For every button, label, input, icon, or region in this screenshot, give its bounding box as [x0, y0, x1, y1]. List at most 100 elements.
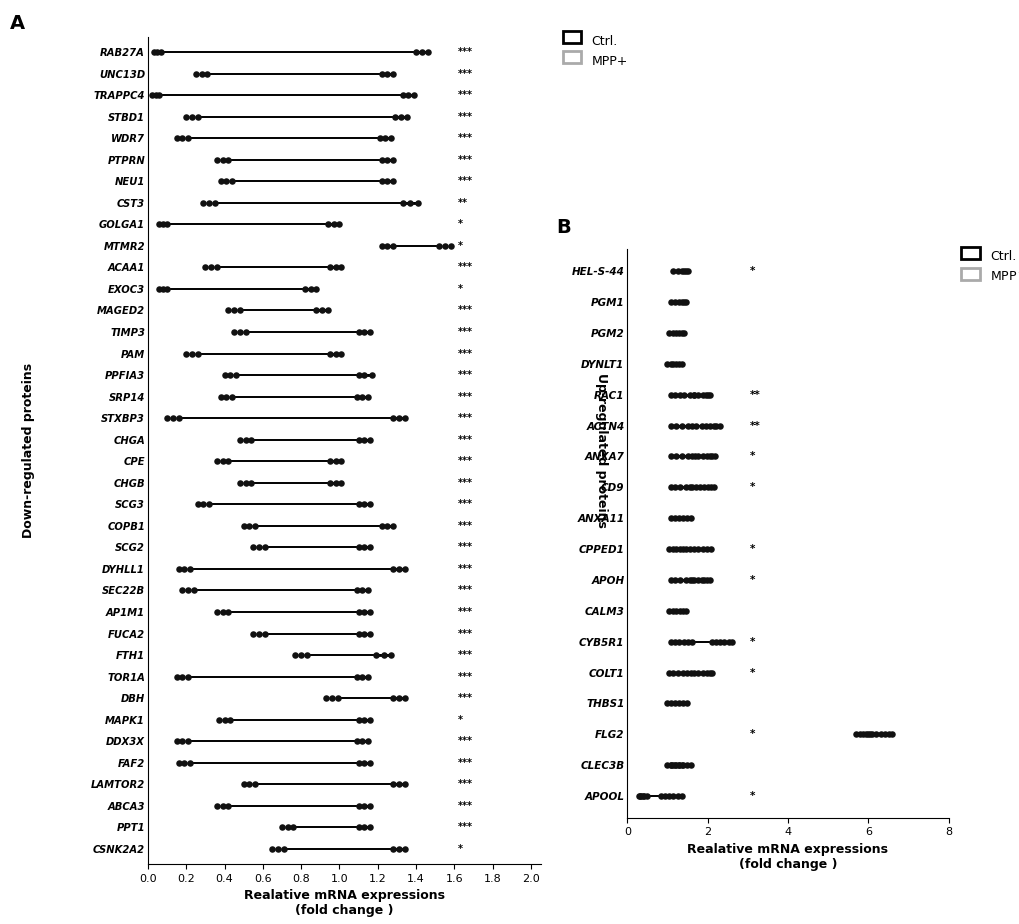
X-axis label: Realative mRNA expressions
(fold change ): Realative mRNA expressions (fold change … — [244, 889, 444, 918]
Point — [351, 798, 367, 813]
Point — [685, 665, 701, 680]
Point — [212, 174, 228, 188]
Point — [383, 131, 399, 146]
Point — [227, 368, 244, 383]
Point — [669, 511, 686, 526]
Point — [396, 562, 413, 577]
Text: *: * — [458, 241, 463, 250]
Point — [257, 540, 273, 554]
Text: ***: *** — [458, 133, 473, 143]
Point — [684, 634, 700, 649]
Point — [331, 217, 347, 232]
Point — [660, 325, 677, 340]
Point — [270, 842, 286, 857]
Text: **: ** — [749, 420, 760, 431]
Text: *: * — [749, 544, 754, 554]
Point — [216, 712, 232, 727]
Point — [689, 541, 705, 556]
Text: *: * — [458, 714, 463, 724]
Point — [396, 691, 413, 706]
Point — [665, 696, 682, 711]
Text: ***: *** — [458, 306, 473, 315]
Point — [669, 696, 686, 711]
Point — [662, 758, 679, 772]
Point — [703, 665, 719, 680]
Point — [144, 88, 160, 103]
Point — [351, 540, 367, 554]
Point — [671, 541, 687, 556]
Point — [684, 419, 700, 433]
Point — [664, 789, 681, 804]
Text: ***: *** — [458, 112, 473, 122]
Text: ***: *** — [458, 456, 473, 467]
Point — [695, 480, 711, 494]
Point — [303, 282, 319, 297]
Point — [666, 295, 683, 310]
Point — [705, 419, 721, 433]
Point — [398, 109, 415, 124]
Point — [333, 260, 350, 274]
Point — [383, 648, 399, 663]
Point — [320, 303, 336, 318]
Point — [677, 295, 693, 310]
Point — [664, 603, 681, 618]
Point — [665, 511, 682, 526]
Point — [354, 389, 370, 404]
Point — [195, 195, 211, 210]
Point — [687, 480, 703, 494]
Point — [308, 303, 324, 318]
Point — [669, 357, 686, 371]
Point — [245, 626, 261, 641]
Point — [354, 734, 370, 748]
Point — [660, 665, 677, 680]
Point — [356, 497, 372, 512]
Point — [197, 260, 213, 274]
Point — [689, 665, 705, 680]
Point — [237, 324, 254, 339]
Point — [861, 727, 877, 742]
Point — [308, 282, 324, 297]
Point — [707, 419, 723, 433]
Point — [327, 346, 343, 361]
Text: ***: *** — [458, 348, 473, 359]
Point — [667, 325, 684, 340]
Point — [671, 603, 687, 618]
Point — [396, 842, 413, 857]
Point — [185, 583, 202, 598]
Point — [373, 152, 389, 167]
Point — [666, 387, 683, 402]
Text: ***: *** — [458, 434, 473, 444]
Point — [159, 411, 175, 426]
Point — [199, 67, 215, 81]
Point — [677, 263, 693, 278]
Point — [299, 648, 315, 663]
Point — [379, 238, 395, 253]
Point — [664, 665, 681, 680]
Point — [693, 419, 709, 433]
Point — [273, 820, 289, 834]
Point — [867, 727, 883, 742]
Point — [176, 755, 193, 770]
Point — [702, 480, 718, 494]
Point — [384, 67, 400, 81]
Point — [685, 541, 701, 556]
Point — [321, 260, 337, 274]
Point — [373, 174, 389, 188]
Point — [360, 669, 376, 684]
Point — [153, 44, 169, 59]
Point — [201, 195, 217, 210]
Point — [384, 411, 400, 426]
Point — [297, 282, 313, 297]
Point — [320, 217, 336, 232]
Point — [660, 603, 677, 618]
Point — [231, 432, 248, 447]
Point — [243, 432, 259, 447]
Point — [665, 634, 682, 649]
Point — [348, 389, 365, 404]
Point — [351, 712, 367, 727]
Point — [693, 573, 709, 588]
Point — [386, 109, 403, 124]
Point — [671, 387, 687, 402]
Point — [673, 263, 689, 278]
Point — [373, 238, 389, 253]
